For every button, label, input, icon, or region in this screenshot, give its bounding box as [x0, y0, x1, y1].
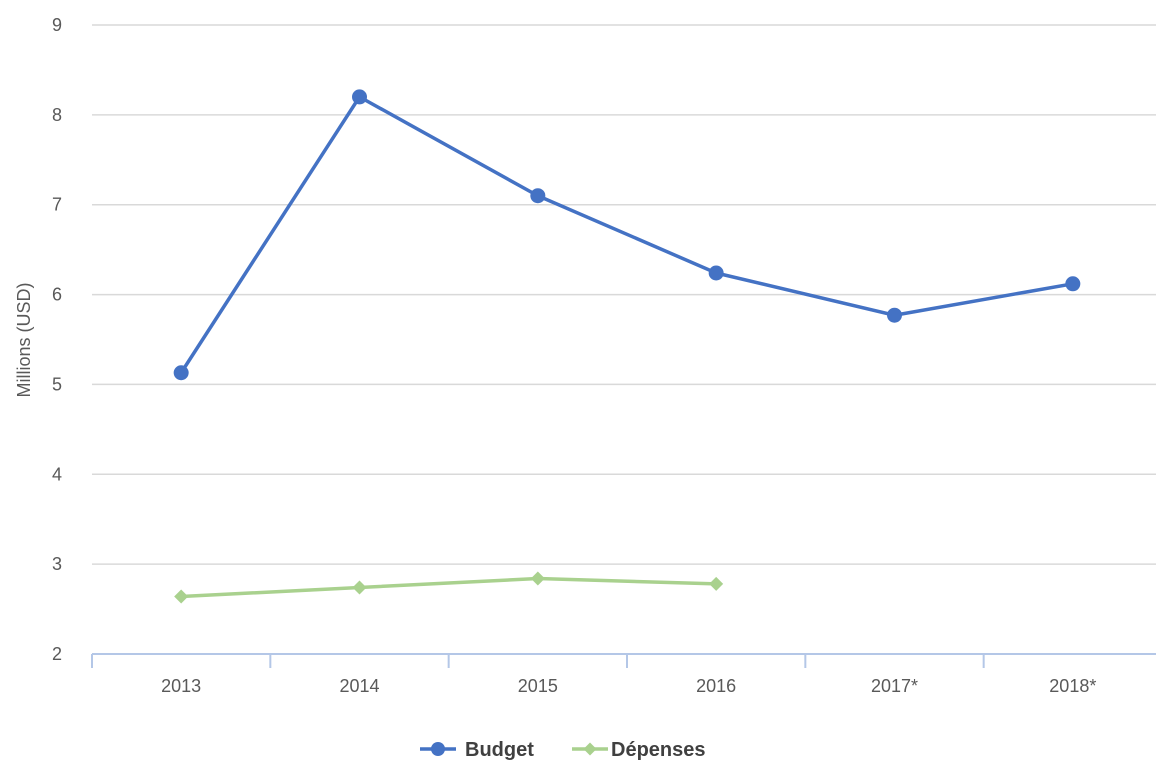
data-point [709, 576, 724, 591]
y-tick-label: 6 [52, 285, 62, 305]
y-axis-title: Millions (USD) [14, 282, 34, 397]
y-axis-ticks: 2 3 4 5 6 7 8 9 [52, 15, 62, 664]
data-point [887, 307, 902, 323]
series-line [179, 95, 1074, 374]
data-point [708, 265, 724, 281]
data-point [352, 89, 367, 105]
y-tick-label: 7 [52, 195, 62, 215]
data-point [173, 365, 189, 381]
x-tick-label: 2013 [161, 676, 201, 696]
data-point [174, 589, 189, 604]
data-point [530, 571, 545, 586]
legend-item: Dépenses [572, 739, 706, 761]
y-tick-label: 9 [52, 15, 62, 35]
y-tick-label: 2 [52, 644, 62, 664]
y-tick-label: 4 [52, 464, 62, 484]
x-tick-label: 2014 [339, 676, 379, 696]
x-tick-label: 2018* [1049, 676, 1096, 696]
x-axis-ticks: 2013 2014 2015 2016 2017* 2018* [161, 676, 1096, 696]
x-tick-label: 2015 [518, 676, 558, 696]
x-axis [91, 653, 1156, 668]
series-layer [173, 89, 1081, 604]
series-1 [174, 571, 724, 604]
legend-item: Budget [420, 739, 534, 761]
y-tick-label: 3 [52, 554, 62, 574]
legend: Budget Dépenses [420, 739, 706, 761]
x-tick-label: 2017* [871, 676, 918, 696]
gridlines [92, 24, 1156, 565]
data-point [530, 188, 546, 204]
series-line [181, 576, 717, 599]
data-point [1065, 276, 1081, 292]
legend-label: Dépenses [611, 739, 706, 761]
legend-marker [583, 742, 597, 756]
y-tick-label: 8 [52, 105, 62, 125]
legend-marker [431, 742, 445, 756]
y-tick-label: 5 [52, 374, 62, 394]
data-point [352, 580, 367, 595]
legend-label: Budget [465, 739, 534, 761]
series-0 [173, 89, 1081, 381]
x-tick-label: 2016 [696, 676, 736, 696]
